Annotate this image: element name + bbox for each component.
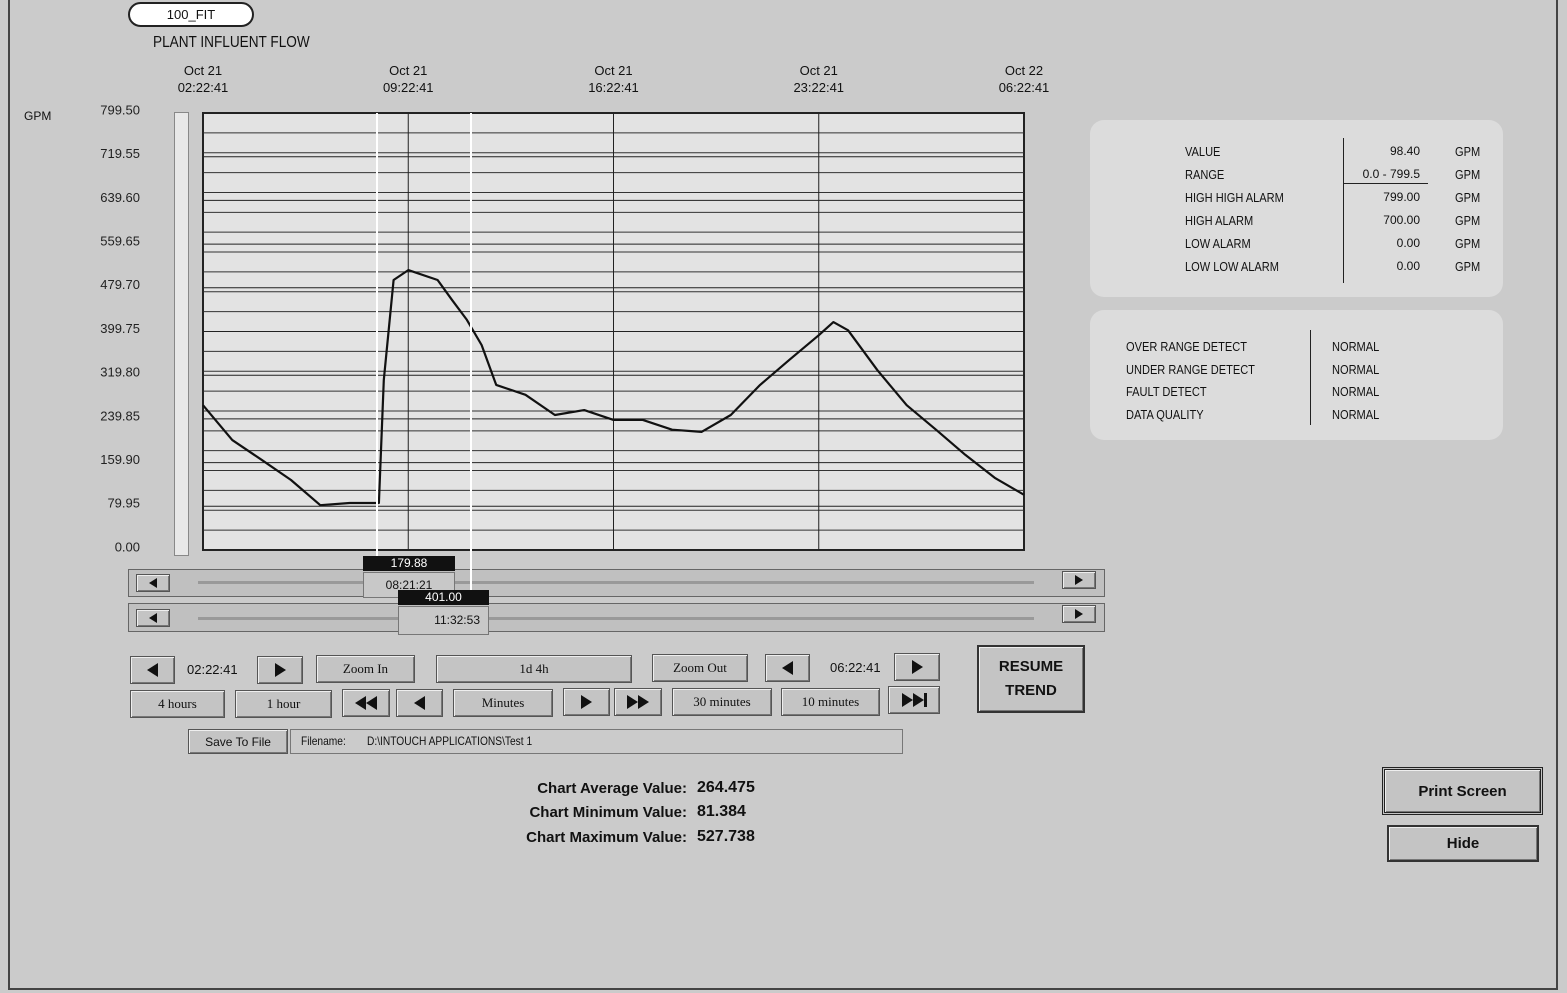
hide-button[interactable]: Hide	[1387, 825, 1539, 862]
filename-field[interactable]	[290, 729, 903, 754]
filename: D:\INTOUCH APPLICATIONS\Test 1	[367, 734, 533, 748]
scale-bar	[174, 112, 189, 556]
x-tick-label: Oct 22 06:22:41	[998, 63, 1050, 95]
scroll-left[interactable]	[136, 609, 170, 627]
x-tick-label: Oct 21 23:22:41	[793, 63, 845, 95]
info-unit: GPM	[1455, 167, 1481, 182]
one-hour-button[interactable]: 1 hour	[235, 690, 332, 718]
ten-minutes-button[interactable]: 10 minutes	[781, 688, 880, 716]
info-label: HIGH ALARM	[1185, 213, 1254, 228]
window-frame	[8, 0, 1558, 990]
scroll-right[interactable]	[1062, 605, 1096, 623]
thirty-minutes-button[interactable]: 30 minutes	[672, 688, 772, 716]
y-axis-label: GPM	[24, 109, 52, 123]
four-hours-button[interactable]: 4 hours	[130, 690, 225, 718]
info-label: LOW LOW ALARM	[1185, 259, 1279, 274]
filename-label: Filename:	[301, 734, 346, 748]
info-value: 98.40	[1389, 144, 1420, 158]
info-unit: GPM	[1455, 144, 1481, 159]
x-tick-label: Oct 21 16:22:41	[588, 63, 639, 95]
y-tick-label: 799.50	[100, 102, 140, 117]
y-tick-label: 159.90	[100, 452, 140, 467]
info-label: RANGE	[1185, 167, 1225, 182]
y-tick-label: 239.85	[100, 408, 140, 423]
status-value: NORMAL	[1332, 339, 1380, 354]
info-label: HIGH HIGH ALARM	[1185, 190, 1284, 205]
series-line	[202, 269, 1025, 507]
fast-forward-button[interactable]	[614, 688, 662, 716]
fast-back-button[interactable]	[342, 689, 390, 717]
start-time: 02:22:41	[187, 662, 238, 677]
y-tick-label: 639.60	[100, 190, 140, 205]
cursor-value: 401.00	[398, 590, 489, 605]
span-display: 1d 4h	[436, 655, 632, 683]
status-label: OVER RANGE DETECT	[1126, 339, 1247, 354]
back-button[interactable]	[130, 656, 175, 684]
stat-value: 264.475	[697, 779, 755, 796]
info-label: VALUE	[1185, 144, 1221, 159]
status-value: NORMAL	[1332, 384, 1380, 399]
info-unit: GPM	[1455, 259, 1481, 274]
scroll-right[interactable]	[1062, 571, 1096, 589]
scroll-track	[198, 581, 1034, 584]
info-label: LOW ALARM	[1185, 236, 1251, 251]
separator	[1343, 138, 1344, 283]
step-back-button[interactable]	[396, 689, 443, 717]
scroll-track	[198, 617, 1034, 620]
save-button[interactable]: Save To File	[188, 729, 288, 754]
cursor-time: 11:32:53	[398, 606, 489, 635]
y-tick-label: 479.70	[100, 277, 140, 292]
status-panel	[1090, 310, 1503, 440]
step-forward-button[interactable]	[563, 688, 610, 716]
status-value: NORMAL	[1332, 406, 1380, 422]
stat-value: 81.384	[697, 803, 746, 820]
stat-label: Chart Maximum Value:	[526, 829, 687, 846]
stat-value: 527.738	[697, 828, 755, 845]
y-tick-label: 319.80	[100, 365, 140, 380]
zoom-out-button[interactable]: Zoom Out	[652, 654, 748, 682]
info-value: 0.00	[1396, 259, 1420, 273]
forward-button[interactable]	[894, 653, 940, 681]
status-label: UNDER RANGE DETECT	[1126, 361, 1255, 377]
print-screen-button[interactable]: Print Screen	[1382, 767, 1543, 815]
y-tick-label: 79.95	[107, 496, 140, 511]
zoom-in-button[interactable]: Zoom In	[316, 655, 415, 683]
resume-trend-button[interactable]: RESUME TREND	[977, 645, 1085, 713]
forward-button[interactable]	[257, 656, 303, 684]
x-tick-label: Oct 21 09:22:41	[382, 63, 434, 95]
info-value: 0.00	[1396, 236, 1420, 250]
underline	[1343, 183, 1428, 184]
y-tick-label: 719.55	[100, 146, 140, 161]
status-value: NORMAL	[1332, 361, 1380, 377]
cursor-value: 179.88	[363, 556, 455, 571]
tag-pill: 100_FIT	[128, 2, 254, 27]
cursor-line[interactable]	[376, 113, 378, 556]
cursor-line[interactable]	[470, 113, 472, 590]
scroll-left[interactable]	[136, 574, 170, 592]
end-time: 06:22:41	[830, 660, 881, 675]
stat-label: Chart Average Value:	[537, 780, 687, 797]
chart: 0.00 79.95 159.90 239.85 319.80 399.75 479.70 5…	[100, 102, 1025, 554]
info-unit: GPM	[1455, 213, 1481, 228]
separator	[1310, 330, 1311, 425]
info-unit: GPM	[1455, 236, 1481, 251]
info-value: 799.00	[1383, 190, 1420, 204]
y-tick-label: 399.75	[100, 321, 140, 336]
y-tick-label: 559.65	[100, 234, 140, 249]
chart-title: PLANT INFLUENT FLOW	[153, 34, 310, 51]
x-tick-label: Oct 21 02:22:41	[177, 63, 229, 95]
info-unit: GPM	[1455, 190, 1481, 205]
status-label: FAULT DETECT	[1126, 384, 1207, 399]
info-value: 0.0 - 799.5	[1362, 167, 1420, 181]
back-button[interactable]	[765, 654, 810, 682]
stat-label: Chart Minimum Value:	[529, 804, 687, 821]
end-button[interactable]	[888, 686, 940, 714]
y-tick-label: 0.00	[115, 539, 140, 554]
info-panel	[1090, 120, 1503, 297]
info-value: 700.00	[1383, 213, 1420, 227]
minutes-button[interactable]: Minutes	[453, 689, 553, 717]
status-label: DATA QUALITY	[1126, 406, 1204, 422]
